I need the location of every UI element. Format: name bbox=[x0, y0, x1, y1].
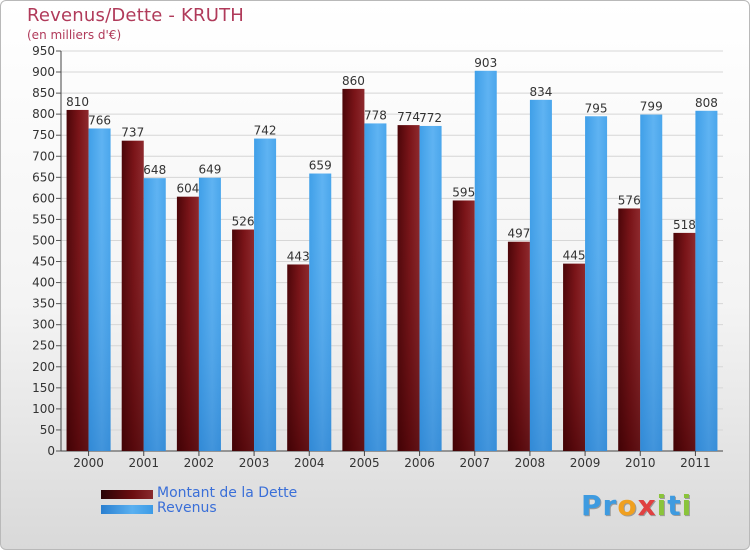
data-label-revenus: 799 bbox=[640, 100, 663, 114]
x-tick-label: 2010 bbox=[625, 456, 656, 470]
bar-revenus-shade bbox=[309, 173, 332, 452]
bar-dette-shade bbox=[397, 125, 420, 452]
bar-dette-shade bbox=[507, 241, 530, 451]
bar-revenus-shade bbox=[474, 70, 497, 451]
y-tick-label: 250 bbox=[32, 339, 55, 353]
x-tick-label: 2006 bbox=[404, 456, 435, 470]
x-tick-label: 2002 bbox=[184, 456, 215, 470]
data-label-revenus: 742 bbox=[254, 124, 277, 138]
bar-revenus-shade bbox=[695, 110, 718, 451]
bar-dette-shade bbox=[121, 140, 144, 451]
y-tick-label: 350 bbox=[32, 297, 55, 311]
x-tick-label: 2003 bbox=[239, 456, 270, 470]
y-tick-label: 750 bbox=[32, 128, 55, 142]
bar-dette-shade bbox=[66, 109, 89, 452]
y-tick-label: 150 bbox=[32, 381, 55, 395]
chart-title: Revenus/Dette - KRUTH bbox=[27, 5, 245, 26]
y-tick-label: 500 bbox=[32, 233, 55, 247]
x-tick-label: 2001 bbox=[128, 456, 159, 470]
data-label-dette: 518 bbox=[673, 218, 696, 232]
legend-label-dette: Montant de la Dette bbox=[157, 485, 298, 501]
data-label-dette: 774 bbox=[397, 110, 420, 124]
data-label-revenus: 648 bbox=[143, 163, 166, 177]
y-tick-label: 700 bbox=[32, 149, 55, 163]
y-tick-label: 0 bbox=[47, 444, 55, 458]
y-tick-label: 200 bbox=[32, 360, 55, 374]
y-tick-label: 800 bbox=[32, 107, 55, 121]
legend-label-revenus: Revenus bbox=[157, 500, 217, 516]
y-tick-label: 450 bbox=[32, 255, 55, 269]
data-label-revenus: 649 bbox=[198, 163, 221, 177]
data-label-dette: 526 bbox=[232, 215, 255, 229]
x-tick-label: 2005 bbox=[349, 456, 380, 470]
legend-swatch-dette bbox=[101, 490, 153, 499]
bar-dette-shade bbox=[287, 264, 310, 451]
bar-dette-shade bbox=[232, 229, 255, 451]
data-label-dette: 497 bbox=[507, 227, 530, 241]
data-label-revenus: 834 bbox=[529, 85, 552, 99]
x-tick-label: 2004 bbox=[294, 456, 325, 470]
y-tick-label: 300 bbox=[32, 318, 55, 332]
bar-revenus-shade bbox=[529, 99, 552, 451]
bar-dette-shade bbox=[342, 88, 365, 451]
bar-revenus-shade bbox=[143, 178, 166, 451]
y-tick-label: 600 bbox=[32, 191, 55, 205]
data-label-dette: 604 bbox=[176, 182, 199, 196]
data-label-revenus: 795 bbox=[585, 101, 608, 115]
bar-revenus-shade bbox=[419, 125, 442, 452]
bar-dette-shade bbox=[452, 200, 475, 451]
data-label-revenus: 808 bbox=[695, 96, 718, 110]
y-tick-label: 950 bbox=[32, 44, 55, 58]
data-label-revenus: 903 bbox=[474, 56, 497, 70]
bar-revenus-shade bbox=[198, 177, 221, 451]
bar-revenus-shade bbox=[640, 114, 663, 451]
x-tick-label: 2008 bbox=[515, 456, 546, 470]
x-tick-label: 2009 bbox=[570, 456, 601, 470]
y-tick-label: 400 bbox=[32, 276, 55, 290]
data-label-dette: 445 bbox=[563, 249, 586, 263]
data-label-dette: 810 bbox=[66, 95, 89, 109]
x-tick-label: 2000 bbox=[73, 456, 104, 470]
bar-dette-shade bbox=[673, 232, 696, 451]
data-label-dette: 443 bbox=[287, 249, 310, 263]
data-label-dette: 737 bbox=[121, 126, 144, 140]
data-label-revenus: 778 bbox=[364, 108, 387, 122]
chart-subtitle: (en milliers d'€) bbox=[27, 28, 122, 42]
x-tick-label: 2011 bbox=[680, 456, 711, 470]
proxiti-logo: Proxiti bbox=[581, 489, 693, 522]
data-label-revenus: 766 bbox=[88, 113, 111, 127]
bar-revenus-shade bbox=[88, 128, 111, 451]
data-label-dette: 860 bbox=[342, 74, 365, 88]
legend-swatch-revenus bbox=[101, 505, 153, 514]
y-tick-label: 50 bbox=[40, 423, 55, 437]
y-tick-label: 550 bbox=[32, 212, 55, 226]
data-label-revenus: 772 bbox=[419, 111, 442, 125]
y-tick-label: 850 bbox=[32, 86, 55, 100]
bar-dette-shade bbox=[176, 196, 199, 451]
data-label-dette: 595 bbox=[452, 185, 475, 199]
y-tick-label: 650 bbox=[32, 170, 55, 184]
bar-revenus-shade bbox=[254, 138, 277, 451]
bar-revenus-shade bbox=[585, 116, 608, 452]
bar-dette-shade bbox=[563, 263, 586, 451]
bar-revenus-shade bbox=[364, 123, 387, 451]
data-label-revenus: 659 bbox=[309, 159, 332, 173]
y-tick-label: 900 bbox=[32, 65, 55, 79]
x-tick-label: 2007 bbox=[459, 456, 490, 470]
bar-dette-shade bbox=[618, 208, 641, 451]
y-tick-label: 100 bbox=[32, 402, 55, 416]
data-label-dette: 576 bbox=[618, 193, 641, 207]
